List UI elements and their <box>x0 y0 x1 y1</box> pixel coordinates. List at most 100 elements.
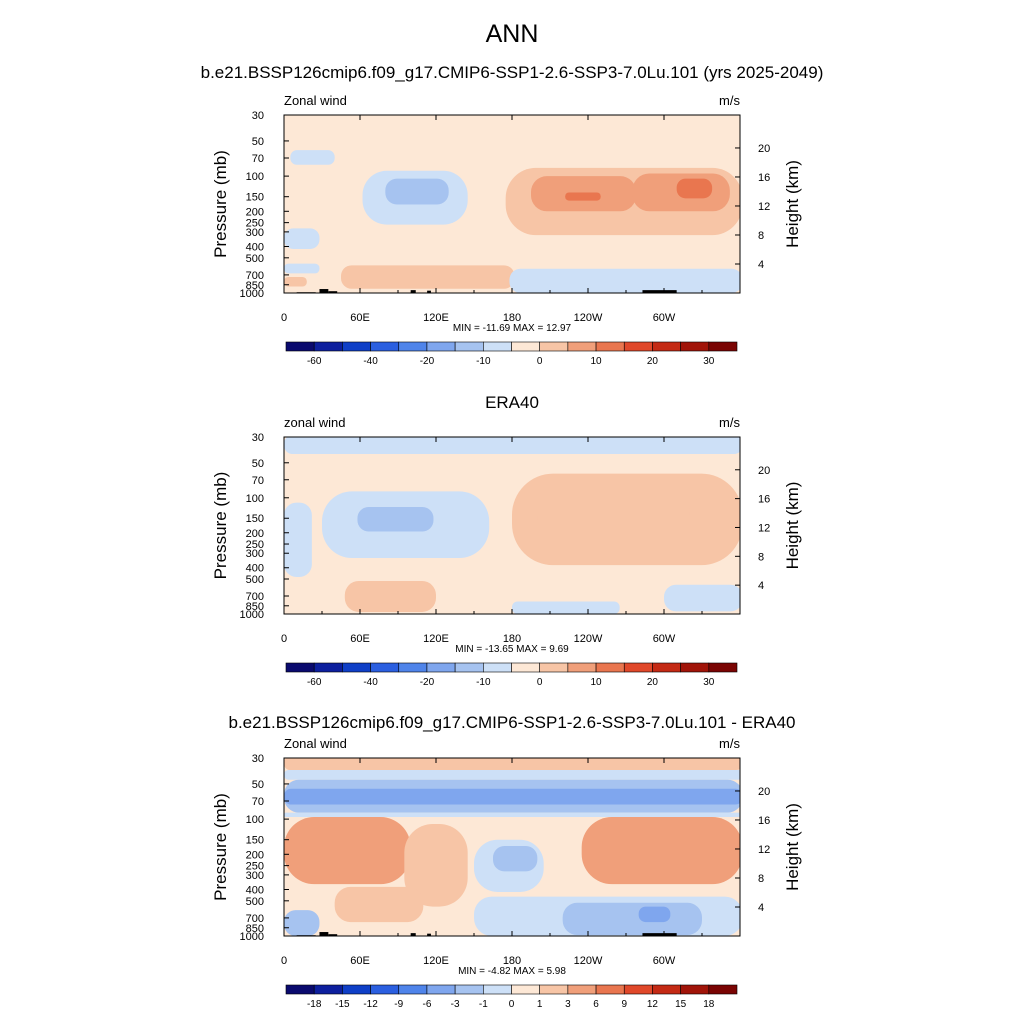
contour-region <box>385 178 449 205</box>
x-tick-label: 120W <box>574 955 603 967</box>
colorbar-swatch <box>313 662 343 673</box>
colorbar-label: 10 <box>591 356 603 367</box>
pressure-tick-label: 850 <box>246 280 264 292</box>
pressure-tick-label: 50 <box>252 779 264 791</box>
colorbar-swatch <box>370 984 400 995</box>
units-label: m/s <box>719 93 740 108</box>
contour-region <box>284 817 411 885</box>
height-tick-label: 8 <box>758 551 764 563</box>
colorbar-label: -12 <box>363 999 378 1010</box>
pressure-tick-label: 1000 <box>240 288 264 300</box>
height-tick-label: 20 <box>758 786 770 798</box>
min-max-stats: MIN = -4.82 MAX = 5.98 <box>458 966 566 977</box>
colorbar-swatch <box>313 341 343 352</box>
contour-region <box>284 228 320 249</box>
colorbar-label: 6 <box>593 999 599 1010</box>
x-tick-label: 180 <box>503 312 521 324</box>
topography-mask <box>328 291 338 293</box>
x-tick-label: 120W <box>574 312 603 324</box>
colorbar: -18 -15 -12 -9 -6 -3 -1 0 1 3 6 9 12 15 18 <box>285 984 738 1010</box>
contour-region <box>344 580 436 612</box>
pressure-tick-label: 30 <box>252 110 264 122</box>
colorbar-label: 9 <box>621 999 627 1010</box>
colorbar-swatch <box>342 662 371 673</box>
panel-1: Zonal wind m/s0 60E 120E 180 120W 60W305070100… <box>211 93 802 367</box>
contour-region <box>284 263 320 274</box>
colorbar-swatch <box>708 984 738 995</box>
pressure-tick-label: 500 <box>246 253 264 265</box>
colorbar-swatch <box>285 984 315 995</box>
contour-region <box>509 268 740 293</box>
topography-mask <box>319 289 329 293</box>
height-tick-label: 4 <box>758 259 764 271</box>
height-tick-label: 16 <box>758 815 770 827</box>
colorbar-swatch <box>595 662 625 673</box>
colorbar-swatch <box>511 662 540 673</box>
pressure-tick-label: 300 <box>246 548 264 560</box>
contour-region <box>357 506 434 532</box>
colorbar-label: -3 <box>451 999 460 1010</box>
contour-region <box>676 178 713 199</box>
contour-region <box>284 788 740 805</box>
colorbar-label: 0 <box>537 356 543 367</box>
panel-title: b.e21.BSSP126cmip6.f09_g17.CMIP6-SSP1-2.… <box>228 713 795 732</box>
colorbar-swatch <box>342 984 371 995</box>
colorbar-swatch <box>708 662 738 673</box>
contour-region <box>638 906 671 923</box>
pressure-tick-label: 1000 <box>240 931 264 943</box>
colorbar-label: 15 <box>675 999 687 1010</box>
colorbar-label: -20 <box>420 356 435 367</box>
contour-region <box>341 265 515 289</box>
colorbar-swatch <box>595 341 625 352</box>
pressure-tick-label: 70 <box>252 796 264 808</box>
colorbar-label: 20 <box>647 356 659 367</box>
colorbar-label: -1 <box>479 999 488 1010</box>
colorbar-label: 1 <box>537 999 543 1010</box>
colorbar-swatch <box>313 984 343 995</box>
colorbar-swatch <box>623 662 653 673</box>
colorbar-label: -40 <box>363 356 378 367</box>
x-tick-label: 180 <box>503 633 521 645</box>
pressure-tick-label: 300 <box>246 870 264 882</box>
pressure-tick-label: 500 <box>246 574 264 586</box>
figure-title: ANN <box>485 20 539 48</box>
panel-2: ERA40 zonal wind m/s 0 60E 120E 180 120W 60W 30 50… <box>211 393 802 688</box>
min-max-stats: MIN = -13.65 MAX = 9.69 <box>455 644 569 655</box>
pressure-tick-label: 150 <box>246 835 264 847</box>
pressure-tick-label: 250 <box>246 539 264 551</box>
contour-region <box>284 758 740 770</box>
colorbar-swatch <box>652 662 681 673</box>
x-tick-label: 120E <box>423 955 449 967</box>
colorbar-label: -60 <box>307 677 322 688</box>
colorbar-swatch <box>426 662 456 673</box>
x-tick-label: 60W <box>653 312 676 324</box>
topography-mask <box>410 290 416 293</box>
colorbar-swatch <box>708 341 738 352</box>
contour-field <box>284 115 740 293</box>
colorbar-label: -10 <box>476 677 491 688</box>
pressure-tick-label: 850 <box>246 923 264 935</box>
height-tick-label: 16 <box>758 172 770 184</box>
colorbar-swatch <box>539 662 569 673</box>
colorbar-swatch <box>285 662 315 673</box>
colorbar-swatch <box>539 341 569 352</box>
x-tick-label: 0 <box>281 312 287 324</box>
colorbar-swatch <box>511 984 540 995</box>
colorbar-swatch <box>539 984 569 995</box>
height-tick-label: 12 <box>758 522 770 534</box>
contour-region <box>512 601 620 614</box>
pressure-tick-label: 200 <box>246 849 264 861</box>
colorbar-label: 3 <box>565 999 571 1010</box>
height-tick-label: 16 <box>758 494 770 506</box>
pressure-tick-label: 100 <box>246 493 264 505</box>
colorbar-label: -6 <box>422 999 431 1010</box>
colorbar-swatch <box>567 341 597 352</box>
pressure-tick-label: 200 <box>246 206 264 218</box>
colorbar-swatch <box>623 984 653 995</box>
y2-axis-label: Height (km) <box>783 482 802 570</box>
x-tick-label: 120E <box>423 633 449 645</box>
left-label: Zonal wind <box>284 93 347 108</box>
x-tick-label: 60E <box>350 312 370 324</box>
pressure-tick-label: 700 <box>246 270 264 282</box>
topography-mask <box>328 934 338 936</box>
